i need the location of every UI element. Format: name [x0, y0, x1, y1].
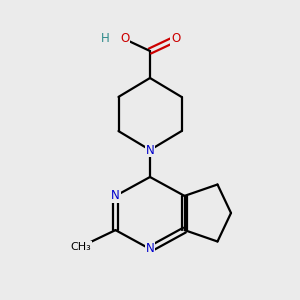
- Text: N: N: [146, 242, 154, 256]
- Text: N: N: [146, 143, 154, 157]
- Text: CH₃: CH₃: [70, 242, 92, 252]
- Text: N: N: [111, 189, 120, 203]
- Text: O: O: [120, 32, 129, 46]
- Text: O: O: [171, 32, 180, 46]
- Text: H: H: [100, 32, 109, 46]
